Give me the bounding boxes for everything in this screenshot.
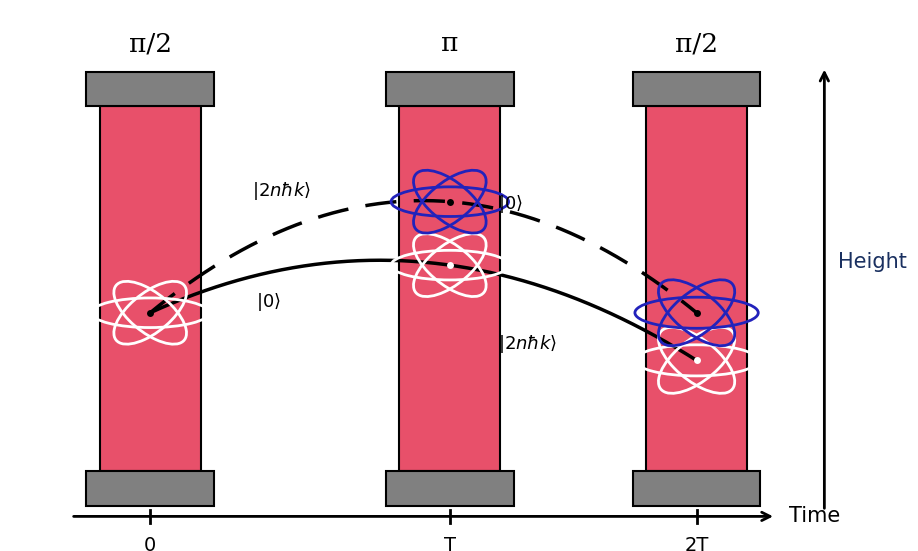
Text: 0: 0 <box>144 537 156 551</box>
Bar <box>386 472 514 506</box>
Bar <box>99 106 201 472</box>
Text: $|2n\hbar k\rangle$: $|2n\hbar k\rangle$ <box>252 180 311 202</box>
Text: Height: Height <box>837 252 906 273</box>
Text: 2T: 2T <box>685 537 709 551</box>
Text: π/2: π/2 <box>675 31 718 56</box>
Bar <box>386 72 514 106</box>
Bar <box>646 106 747 472</box>
Text: $|0\rangle$: $|0\rangle$ <box>256 291 281 313</box>
Bar <box>86 472 214 506</box>
Text: T: T <box>443 537 456 551</box>
Bar <box>399 106 500 472</box>
Bar <box>633 472 760 506</box>
Text: π/2: π/2 <box>129 31 172 56</box>
Text: $|0\rangle$: $|0\rangle$ <box>498 193 523 215</box>
Bar <box>86 72 214 106</box>
Text: $|2n\hbar k\rangle$: $|2n\hbar k\rangle$ <box>498 333 557 355</box>
Text: π: π <box>442 31 458 56</box>
Bar <box>633 72 760 106</box>
Text: Time: Time <box>789 506 840 526</box>
